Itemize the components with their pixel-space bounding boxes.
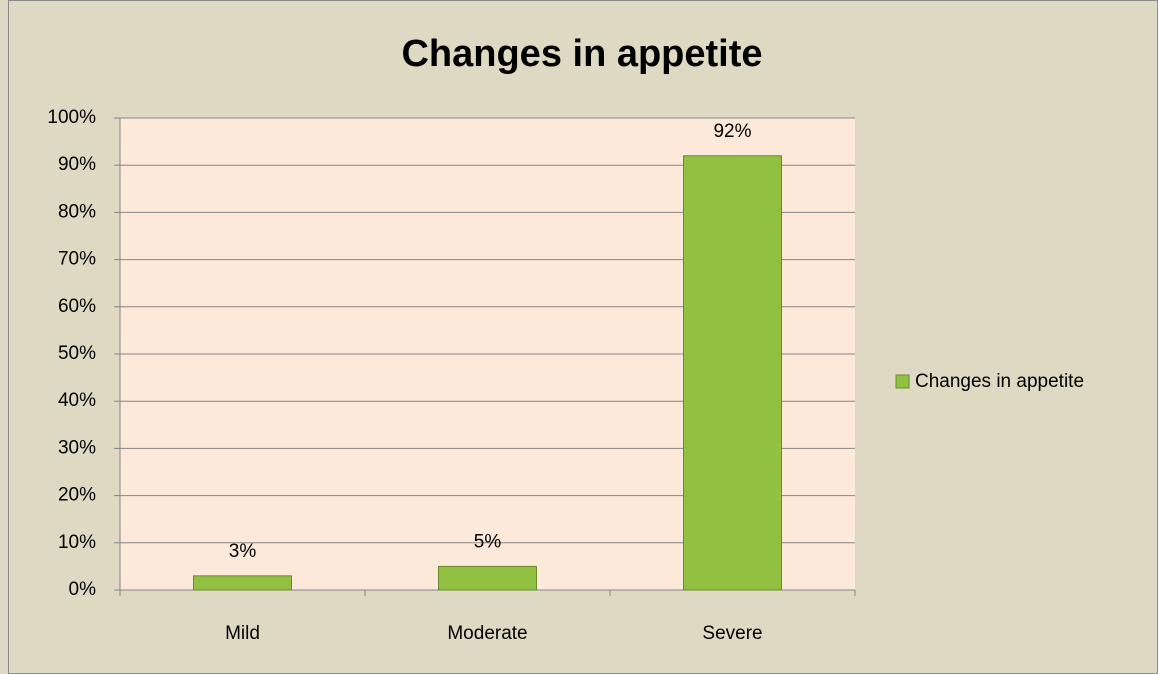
bar (438, 565, 537, 591)
bar (683, 155, 782, 591)
x-tick-label: Severe (702, 623, 762, 644)
y-tick-label: 20% (58, 485, 96, 506)
y-tick-label: 0% (69, 579, 97, 600)
data-label: 5% (474, 531, 502, 552)
y-tick-label: 30% (58, 437, 96, 458)
y-tick-label: 60% (58, 296, 96, 317)
legend-swatch (895, 374, 910, 389)
bar (193, 575, 292, 591)
y-tick-label: 80% (58, 201, 96, 222)
y-tick-label: 100% (47, 107, 96, 128)
y-tick-label: 70% (58, 249, 96, 270)
y-tick-label: 40% (58, 390, 96, 411)
data-label: 3% (229, 541, 257, 562)
y-tick-label: 90% (58, 154, 96, 175)
x-tick-label: Mild (225, 623, 260, 644)
legend-label: Changes in appetite (915, 371, 1084, 392)
y-tick-label: 10% (58, 532, 96, 553)
chart-title: Changes in appetite (401, 33, 762, 75)
y-tick-label: 50% (58, 343, 96, 364)
x-tick-label: Moderate (447, 623, 527, 644)
data-label: 92% (713, 121, 751, 142)
